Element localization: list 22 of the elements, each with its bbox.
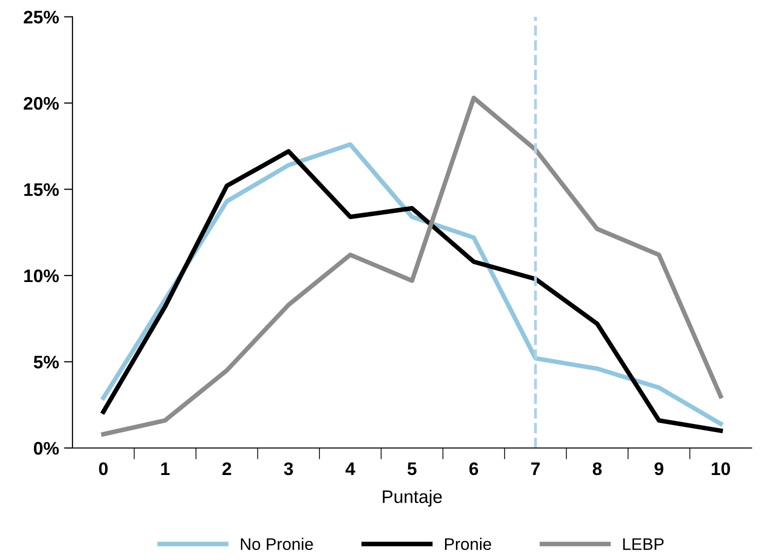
x-tick-label: 5: [408, 462, 417, 476]
x-tick-label: 9: [654, 462, 664, 476]
y-tick-label: 5%: [34, 356, 59, 368]
legend-label: Pronie: [445, 538, 492, 550]
legend-label: No Pronie: [240, 538, 313, 550]
y-tick-label: 10%: [24, 269, 59, 282]
x-tick-label: 2: [222, 462, 232, 475]
x-tick-label: 1: [161, 462, 170, 475]
x-axis-title: Puntaje: [382, 490, 442, 507]
x-tick-label: 7: [531, 462, 540, 475]
x-tick-label: 3: [284, 462, 293, 476]
x-tick-label: 6: [469, 462, 478, 476]
line-series: [101, 96, 723, 436]
y-tick-label: 15%: [24, 183, 59, 196]
x-tick-label: 0: [99, 462, 108, 476]
y-tick-label: 0%: [34, 442, 59, 455]
legend-label: LEBP: [623, 538, 664, 550]
x-tick-label: 4: [346, 462, 356, 475]
x-tick-label: 10: [712, 462, 730, 476]
y-tick-label: 20%: [24, 96, 59, 110]
x-tick-label: 8: [592, 462, 602, 476]
y-tick-label: 25%: [24, 10, 59, 24]
